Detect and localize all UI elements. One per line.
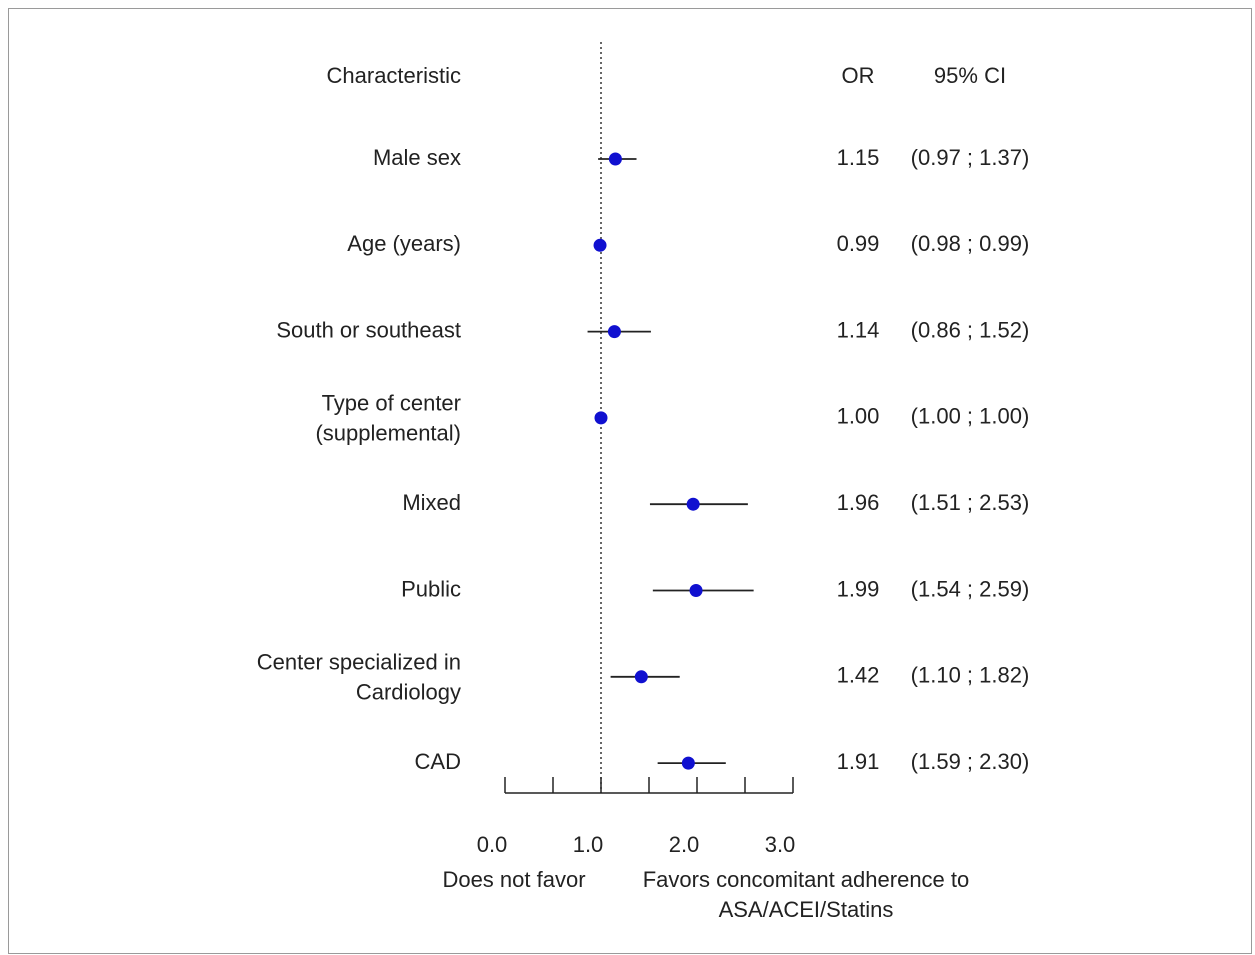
or-point [593,238,607,252]
or-point [689,584,703,597]
x-tick-label: 2.0 [669,832,700,857]
row-label: South or southeast [276,317,461,342]
row-ci-value: (1.51 ; 2.53) [911,490,1030,515]
or-point [594,411,608,425]
figure-frame [8,8,1252,954]
row-or-value: 1.91 [837,749,880,774]
header-characteristic: Characteristic [327,63,461,88]
or-point [686,497,700,511]
row-label: Public [401,576,461,601]
row-ci-value: (1.54 ; 2.59) [911,576,1030,601]
row-label: Cardiology [356,680,461,705]
row-ci-value: (0.98 ; 0.99) [911,231,1030,256]
row-label: CAD [415,749,461,774]
note-does-not-favor: Does not favor [442,867,585,892]
row-or-value: 1.96 [837,490,880,515]
row-label: Mixed [402,490,461,515]
note-favors-line2: ASA/ACEI/Statins [719,897,894,922]
row-ci-value: (1.10 ; 1.82) [911,663,1030,688]
row-label: Male sex [373,145,461,170]
or-point [607,325,621,339]
or-point [681,756,695,770]
row-label: Center specialized in [257,650,461,675]
note-favors-line1: Favors concomitant adherence to [643,867,970,892]
row-or-value: 1.15 [837,145,880,170]
row-ci-value: (0.97 ; 1.37) [911,145,1030,170]
header-or: OR [842,63,875,88]
row-label: Age (years) [347,231,461,256]
header-ci: 95% CI [934,63,1006,88]
row-label: (supplemental) [315,421,461,446]
row-or-value: 0.99 [837,231,880,256]
row-or-value: 1.14 [837,317,880,342]
row-ci-value: (0.86 ; 1.52) [911,317,1030,342]
x-tick-label: 3.0 [765,832,796,857]
x-tick-label: 1.0 [573,832,604,857]
or-point [634,670,648,684]
row-label: Type of center [322,391,461,416]
row-or-value: 1.42 [837,663,880,688]
row-ci-value: (1.59 ; 2.30) [911,749,1030,774]
x-tick-label: 0.0 [477,832,508,857]
or-point [608,152,622,166]
row-ci-value: (1.00 ; 1.00) [911,404,1030,429]
row-or-value: 1.99 [837,576,880,601]
row-or-value: 1.00 [837,404,880,429]
